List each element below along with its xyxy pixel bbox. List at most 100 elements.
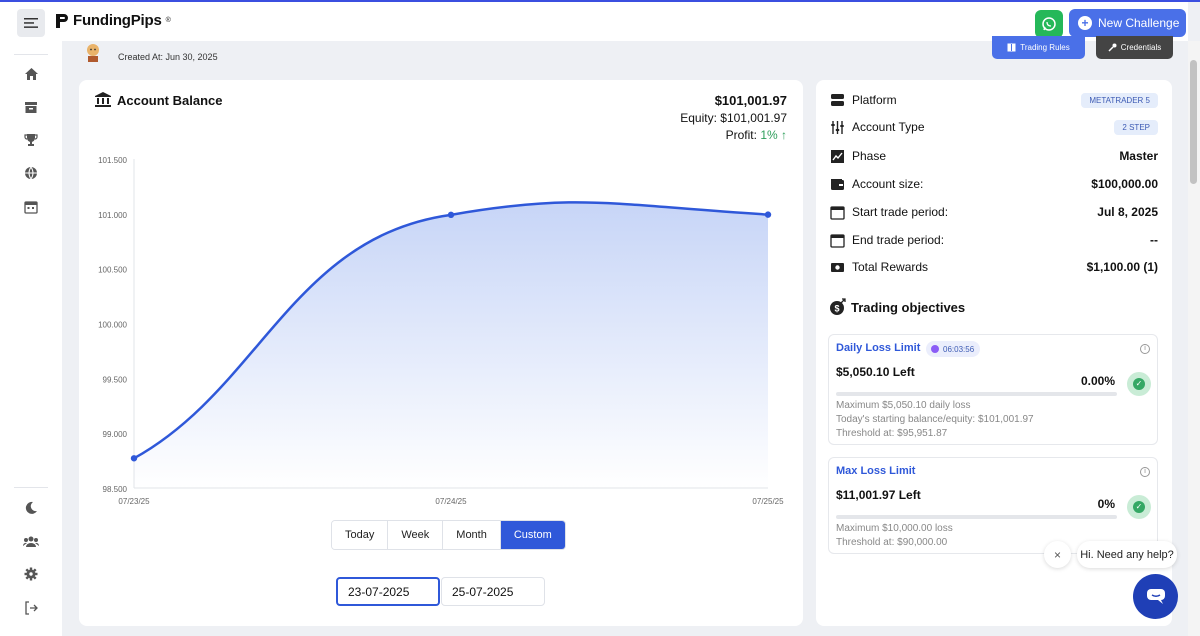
date-from-input[interactable]: 23-07-2025: [336, 577, 440, 606]
chat-widget-button[interactable]: [1133, 574, 1178, 619]
detail-row-platform: Platform METATRADER 5: [830, 90, 1158, 110]
detail-row-total-rewards: Total Rewards $1,100.00 (1): [830, 257, 1158, 277]
home-icon[interactable]: [22, 65, 40, 83]
money-bag-icon: $: [830, 298, 846, 315]
x-tick-label: 07/25/25: [752, 497, 784, 506]
help-prompt-bubble[interactable]: Hi. Need any help?: [1077, 541, 1177, 568]
max-loss-detail: Threshold at: $90,000.00: [836, 537, 948, 548]
max-loss-detail: Maximum $10,000.00 loss: [836, 523, 953, 534]
max-loss-percent: 0%: [1097, 497, 1115, 511]
detail-label: Platform: [852, 93, 897, 107]
detail-row-account-size: Account size: $100,000.00: [830, 174, 1158, 194]
page-scrollbar-track[interactable]: [1188, 41, 1200, 636]
data-point[interactable]: [447, 211, 455, 219]
detail-label: Account Type: [852, 120, 925, 134]
range-today-button[interactable]: Today: [332, 521, 389, 549]
chat-bubble-icon: [1146, 589, 1165, 604]
detail-value: --: [1150, 233, 1158, 247]
account-balance-card: Account Balance $101,001.97 Equity: $101…: [79, 80, 803, 626]
account-created-date: Created At: Jun 30, 2025: [118, 52, 218, 62]
timer-value: 06:03:56: [943, 344, 975, 354]
brand-name: FundingPips: [73, 12, 162, 29]
calendar-icon: [830, 233, 845, 248]
logout-icon[interactable]: [22, 599, 40, 617]
equity-label: Equity:: [680, 111, 717, 125]
avatar-emoji-icon: [87, 44, 99, 62]
whatsapp-icon: [1042, 17, 1056, 31]
max-loss-limit-title: Max Loss Limit: [836, 465, 916, 477]
new-challenge-button[interactable]: + New Challenge: [1069, 9, 1186, 37]
trophy-icon[interactable]: [22, 131, 40, 149]
y-tick-label: 99.000: [103, 430, 128, 439]
new-challenge-label: New Challenge: [1098, 16, 1180, 30]
detail-label: Total Rewards: [852, 260, 929, 274]
sliders-icon: [830, 120, 845, 135]
clock-icon: [931, 345, 939, 353]
detail-row-start-trade-period: Start trade period: Jul 8, 2025: [830, 202, 1158, 222]
range-custom-button[interactable]: Custom: [500, 521, 565, 549]
account-balance-title: Account Balance: [117, 93, 223, 108]
info-icon[interactable]: i: [1140, 467, 1150, 477]
detail-row-end-trade-period: End trade period: --: [830, 230, 1158, 250]
daily-loss-limit-title: Daily Loss Limit: [836, 342, 921, 354]
daily-reset-timer: 06:03:56: [926, 341, 981, 357]
top-bar: FundingPips ® + New Challenge: [0, 2, 1188, 41]
trading-objectives-title: Trading objectives: [851, 300, 966, 315]
x-tick-label: 07/24/25: [435, 497, 467, 506]
info-icon[interactable]: i: [1140, 344, 1150, 354]
profit-line: Profit: 1% ↑: [726, 128, 787, 142]
money-icon: [830, 260, 845, 275]
detail-value: Jul 8, 2025: [1097, 205, 1158, 219]
dark-mode-moon-icon[interactable]: [22, 499, 40, 517]
range-month-button[interactable]: Month: [443, 521, 501, 549]
account-details-card: Platform METATRADER 5 Account Type 2 STEP Ph…: [816, 80, 1172, 626]
calendar-icon: [830, 205, 845, 220]
daily-loss-detail: Today's starting balance/equity: $101,00…: [836, 414, 1034, 425]
range-week-button[interactable]: Week: [388, 521, 444, 549]
trading-rules-label: Trading Rules: [1020, 43, 1070, 52]
inbox-icon[interactable]: [22, 98, 40, 116]
trading-rules-button[interactable]: Trading Rules: [992, 36, 1085, 59]
max-loss-progress-bar: [836, 515, 1117, 519]
x-tick-label: 07/23/25: [118, 497, 150, 506]
svg-text:$: $: [834, 304, 839, 314]
equity-value: $101,001.97: [720, 111, 787, 125]
plus-icon: +: [1078, 16, 1092, 30]
check-circle-icon: ✓: [1127, 372, 1151, 396]
book-icon: [1007, 43, 1016, 52]
credentials-label: Credentials: [1120, 43, 1162, 52]
key-icon: [1108, 43, 1117, 52]
chart-icon: [830, 149, 845, 164]
sidebar-divider: [14, 487, 48, 488]
calendar-icon[interactable]: [22, 198, 40, 216]
brand-logo[interactable]: FundingPips ®: [55, 12, 171, 29]
y-tick-label: 101.500: [98, 156, 127, 165]
community-users-icon[interactable]: [22, 532, 40, 550]
daily-loss-progress-bar: [836, 392, 1117, 396]
date-to-input[interactable]: 25-07-2025: [441, 577, 545, 606]
detail-value: Master: [1119, 149, 1158, 163]
credentials-button[interactable]: Credentials: [1096, 36, 1173, 59]
page-scrollbar-thumb[interactable]: [1190, 60, 1197, 184]
settings-gear-icon[interactable]: [22, 565, 40, 583]
hamburger-icon: [24, 18, 38, 28]
chart-line-series: [133, 201, 769, 460]
daily-loss-detail: Maximum $5,050.10 daily loss: [836, 400, 971, 411]
balance-amount: $101,001.97: [714, 93, 787, 108]
profit-value: 1% ↑: [760, 128, 787, 142]
daily-loss-detail: Threshold at: $95,951.87: [836, 428, 948, 439]
detail-label: Phase: [852, 149, 887, 163]
data-point[interactable]: [764, 211, 772, 218]
detail-label: End trade period:: [852, 233, 945, 247]
profit-label: Profit:: [725, 128, 757, 142]
data-point[interactable]: [130, 455, 138, 462]
y-tick-label: 99.500: [103, 375, 128, 384]
menu-toggle-button[interactable]: [17, 9, 45, 37]
help-close-button[interactable]: ×: [1044, 541, 1071, 568]
detail-badge: METATRADER 5: [1081, 92, 1158, 108]
account-avatar: [82, 41, 104, 63]
globe-icon[interactable]: [22, 164, 40, 182]
top-accent-line: [0, 0, 1200, 2]
whatsapp-button[interactable]: [1035, 10, 1063, 38]
logo-mark-icon: [56, 13, 68, 28]
